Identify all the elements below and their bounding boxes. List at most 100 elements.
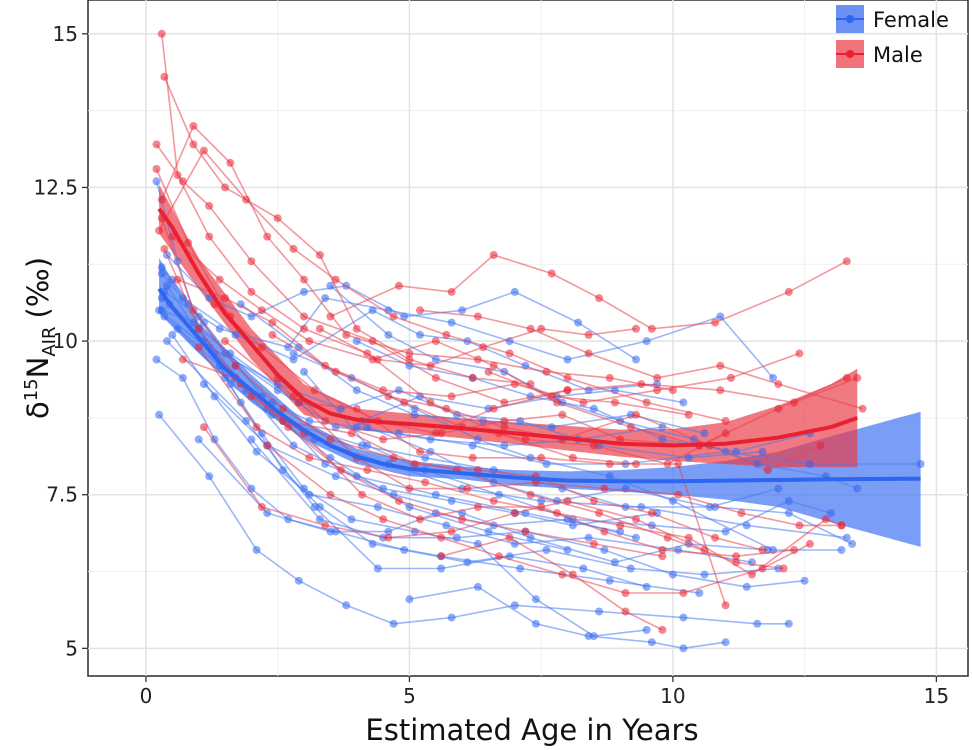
data-point-female <box>157 269 166 278</box>
data-point-male <box>431 373 440 382</box>
data-point-female <box>516 564 525 573</box>
data-point-female <box>526 533 535 542</box>
data-point-female <box>626 564 635 573</box>
data-point-female <box>310 503 319 511</box>
data-point-female <box>516 417 525 425</box>
data-point-female <box>263 509 272 518</box>
data-point-male <box>157 29 166 38</box>
trajectory-female <box>156 358 779 576</box>
data-point-male <box>321 417 330 425</box>
data-point-female <box>668 570 677 579</box>
data-point-female <box>447 496 456 505</box>
data-point-male <box>247 257 256 266</box>
data-point-male <box>294 398 303 407</box>
data-point-male <box>194 343 203 352</box>
data-point-female <box>326 527 335 536</box>
data-point-male <box>263 441 272 450</box>
data-point-male <box>853 373 862 382</box>
data-point-male <box>473 312 482 321</box>
data-point-male <box>160 72 169 81</box>
data-point-male <box>642 398 651 407</box>
data-point-male <box>526 324 535 333</box>
data-point-male <box>394 496 403 505</box>
data-point-female <box>163 337 171 346</box>
data-point-female <box>373 564 382 573</box>
data-point-female <box>315 515 324 524</box>
data-point-male <box>563 496 572 505</box>
data-point-male <box>716 361 725 370</box>
data-point-male <box>252 423 261 432</box>
data-point-female <box>405 595 414 604</box>
data-point-male <box>215 275 224 284</box>
svg-text:δ15NAIR(‰): δ15NAIR (‰) <box>21 257 60 419</box>
data-point-female <box>215 324 224 333</box>
smoothed-line-female <box>157 287 921 484</box>
data-point-female <box>679 613 688 622</box>
data-point-female <box>510 287 519 296</box>
data-point-male <box>458 515 467 524</box>
legend-point-male <box>846 50 854 58</box>
data-point-male <box>537 324 546 333</box>
data-point-male <box>647 509 656 518</box>
x-tick-label: 15 <box>924 684 949 708</box>
data-point-male <box>221 337 229 346</box>
data-point-male <box>837 521 846 530</box>
data-point-male <box>510 509 519 518</box>
data-point-female <box>294 576 303 585</box>
legend-item-female: Female <box>836 5 949 33</box>
data-point-male <box>447 527 456 536</box>
y-tick-label: 7.5 <box>46 483 78 507</box>
data-point-male <box>431 337 440 346</box>
data-point-female <box>700 570 709 579</box>
data-point-female <box>252 546 261 554</box>
trajectory-male <box>266 444 811 594</box>
data-point-male <box>721 417 730 425</box>
data-point-female <box>510 601 519 610</box>
data-point-male <box>463 484 472 493</box>
y-axis-title-symbol: δ <box>21 401 55 419</box>
data-point-male <box>505 349 514 358</box>
data-point-male <box>184 238 193 247</box>
data-point-male <box>732 552 741 561</box>
data-point-female <box>489 466 498 475</box>
data-point-female <box>458 306 467 315</box>
data-point-female <box>642 337 651 346</box>
data-point-female <box>916 460 925 468</box>
data-point-female <box>155 306 164 315</box>
data-point-male <box>263 232 272 241</box>
data-point-female <box>632 355 640 364</box>
data-point-male <box>347 429 356 438</box>
data-point-male <box>774 404 783 413</box>
data-point-female <box>784 619 793 628</box>
data-point-male <box>563 386 572 395</box>
data-point-female <box>769 373 777 382</box>
data-point-male <box>279 404 287 413</box>
data-point-male <box>152 165 161 173</box>
data-point-male <box>663 533 672 542</box>
data-point-male <box>178 355 187 364</box>
data-point-female <box>452 533 461 542</box>
data-point-male <box>437 533 446 542</box>
data-point-male <box>589 441 598 450</box>
data-point-male <box>231 361 240 370</box>
data-point-male <box>805 539 814 548</box>
data-point-female <box>242 417 251 425</box>
data-point-male <box>358 490 366 499</box>
data-point-male <box>173 275 182 284</box>
data-point-male <box>500 423 509 432</box>
trajectory-male <box>298 401 727 606</box>
data-point-female <box>236 300 245 309</box>
data-point-male <box>426 361 435 370</box>
confidence-band-female <box>159 258 921 547</box>
data-point-female <box>431 355 440 364</box>
data-point-male <box>221 183 229 192</box>
data-point-male <box>621 589 630 597</box>
data-point-female <box>758 447 767 456</box>
data-point-female <box>447 613 456 622</box>
data-point-male <box>763 466 772 475</box>
data-point-male <box>521 435 530 444</box>
data-point-female <box>484 527 493 536</box>
y-axis-title-superscript: 15 <box>21 378 42 401</box>
data-point-male <box>379 435 388 444</box>
